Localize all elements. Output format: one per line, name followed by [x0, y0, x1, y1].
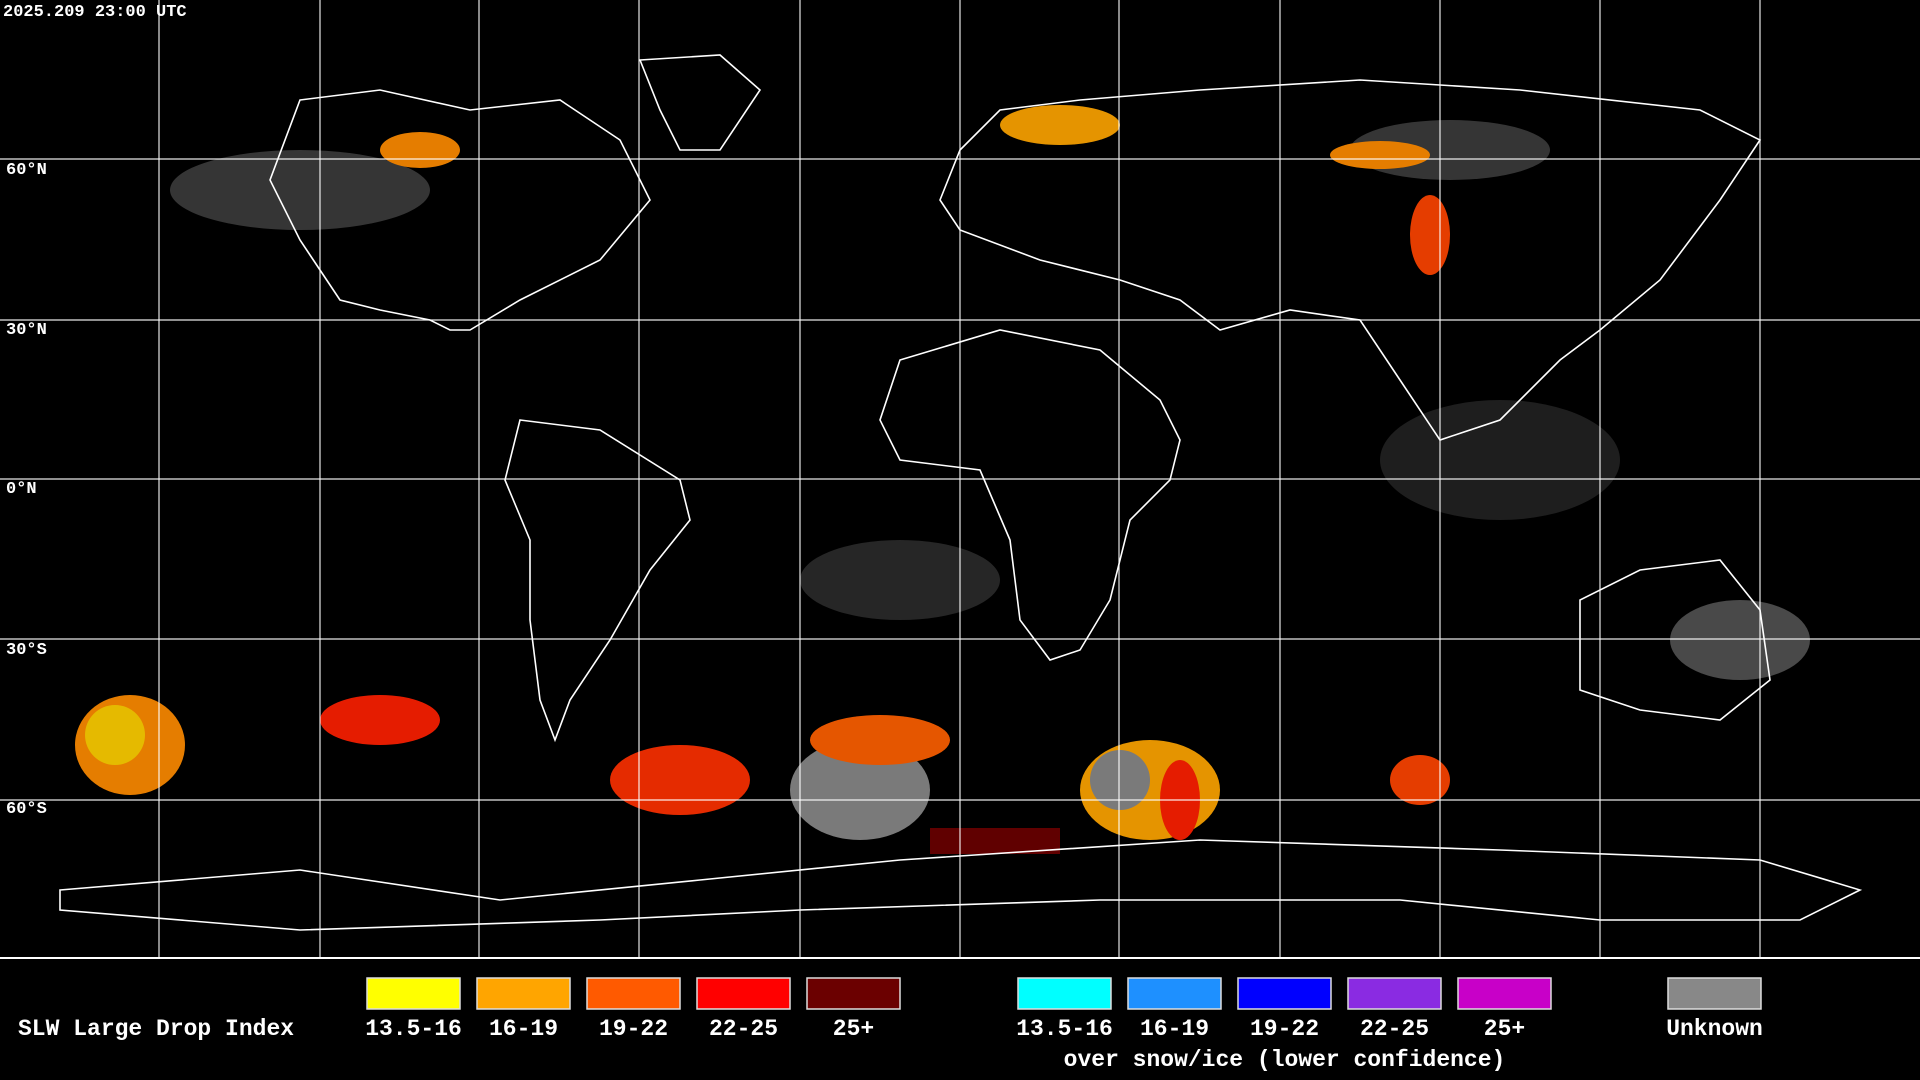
legend-swatch — [1667, 977, 1762, 1010]
legend-swatch — [1457, 977, 1552, 1010]
legend-label: 22-25 — [1360, 1016, 1429, 1042]
legend: SLW Large Drop Index 13.5-16 16-19 19-22 22… — [18, 977, 1763, 1073]
legend-swatch — [806, 977, 901, 1010]
legend-swatch — [476, 977, 571, 1010]
legend-label: Unknown — [1666, 1016, 1763, 1042]
legend-swatch — [1017, 977, 1112, 1010]
legend-label: 25+ — [833, 1016, 874, 1042]
map: 2025.209 23:00 UTC 60°N 30°N 0°N 30°S 60°S — [0, 0, 1920, 959]
legend-swatch — [586, 977, 681, 1010]
latitude-label: 30°S — [6, 641, 47, 660]
legend-label: 16-19 — [489, 1016, 558, 1042]
latitude-label: 30°N — [6, 321, 47, 340]
legend-swatch — [366, 977, 461, 1010]
legend-caption: over snow/ice (lower confidence) — [1064, 1047, 1506, 1073]
legend-label: 13.5-16 — [365, 1016, 462, 1042]
legend-swatch — [696, 977, 791, 1010]
graticule — [0, 0, 1920, 958]
legend-label: 19-22 — [1250, 1016, 1319, 1042]
legend-swatch — [1237, 977, 1332, 1010]
legend-title: SLW Large Drop Index — [18, 1016, 294, 1042]
latitude-label: 60°N — [6, 161, 47, 180]
legend-label: 16-19 — [1140, 1016, 1209, 1042]
coastlines — [59, 54, 1863, 931]
legend-label: 13.5-16 — [1016, 1016, 1113, 1042]
latitude-label: 0°N — [6, 480, 37, 499]
legend-label: 25+ — [1484, 1016, 1525, 1042]
legend-label: 19-22 — [599, 1016, 668, 1042]
latitude-label: 60°S — [6, 800, 47, 819]
legend-swatch — [1347, 977, 1442, 1010]
legend-swatch — [1127, 977, 1222, 1010]
latitude-labels: 60°N 30°N 0°N 30°S 60°S — [6, 161, 47, 819]
legend-label: 22-25 — [709, 1016, 778, 1042]
timestamp: 2025.209 23:00 UTC — [3, 3, 187, 22]
